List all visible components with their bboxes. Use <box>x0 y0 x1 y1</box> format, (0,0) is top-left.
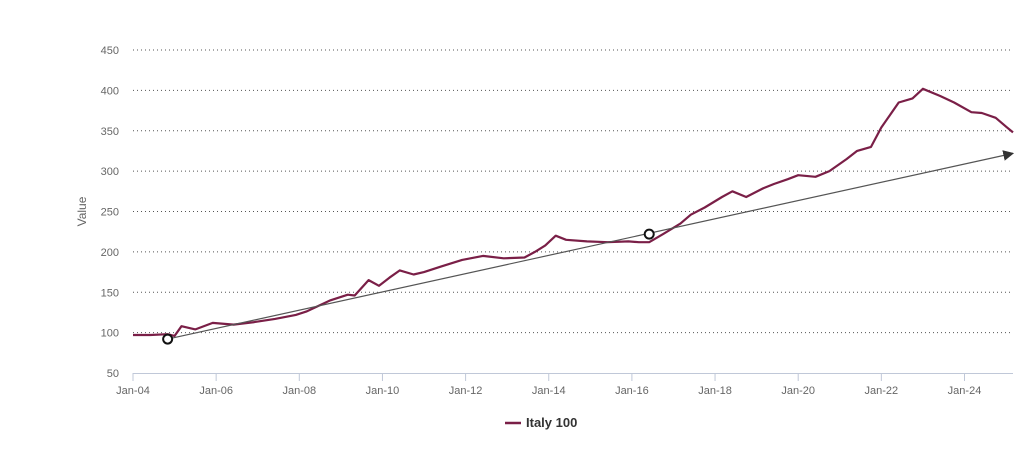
x-tick-label: Jan-06 <box>199 385 233 397</box>
grid-lines <box>133 49 1013 334</box>
y-tick-label: 50 <box>107 368 119 380</box>
y-tick-label: 350 <box>101 126 119 138</box>
x-tick-label: Jan-20 <box>781 385 815 397</box>
x-tick-label: Jan-22 <box>865 385 899 397</box>
x-tick-label: Jan-12 <box>449 385 483 397</box>
y-tick-label: 150 <box>101 287 119 299</box>
x-tick-label: Jan-08 <box>282 385 316 397</box>
x-axis: Jan-04 Jan-06 Jan-08 Jan-10 Jan-12 Jan-14 Jan-… <box>116 373 1013 397</box>
legend[interactable]: Italy 100 <box>505 415 577 430</box>
y-tick-label: 400 <box>101 85 119 97</box>
y-tick-label: 450 <box>101 45 119 57</box>
x-tick-label: Jan-24 <box>948 385 982 397</box>
trend-arrow-line <box>167 150 1015 340</box>
trend-point-marker[interactable] <box>643 228 655 240</box>
y-axis-title: Value <box>75 196 89 226</box>
y-tick-label: 250 <box>101 207 119 219</box>
series-lines <box>133 87 1014 337</box>
x-tick-label: Jan-14 <box>532 385 566 397</box>
trend-annotation <box>162 150 1015 345</box>
y-axis: 50 100 150 200 250 300 350 400 450 <box>101 45 119 380</box>
y-tick-label: 100 <box>101 328 119 340</box>
trend-point-marker[interactable] <box>162 333 174 345</box>
legend-item[interactable]: Italy 100 <box>505 415 577 430</box>
x-tick-label: Jan-10 <box>366 385 400 397</box>
x-tick-label: Jan-04 <box>116 385 150 397</box>
x-tick-label: Jan-18 <box>698 385 732 397</box>
series-line-0[interactable] <box>133 87 1014 337</box>
legend-label: Italy 100 <box>526 415 577 430</box>
x-tick-label: Jan-16 <box>615 385 649 397</box>
y-tick-label: 200 <box>101 247 119 259</box>
y-tick-label: 300 <box>101 166 119 178</box>
